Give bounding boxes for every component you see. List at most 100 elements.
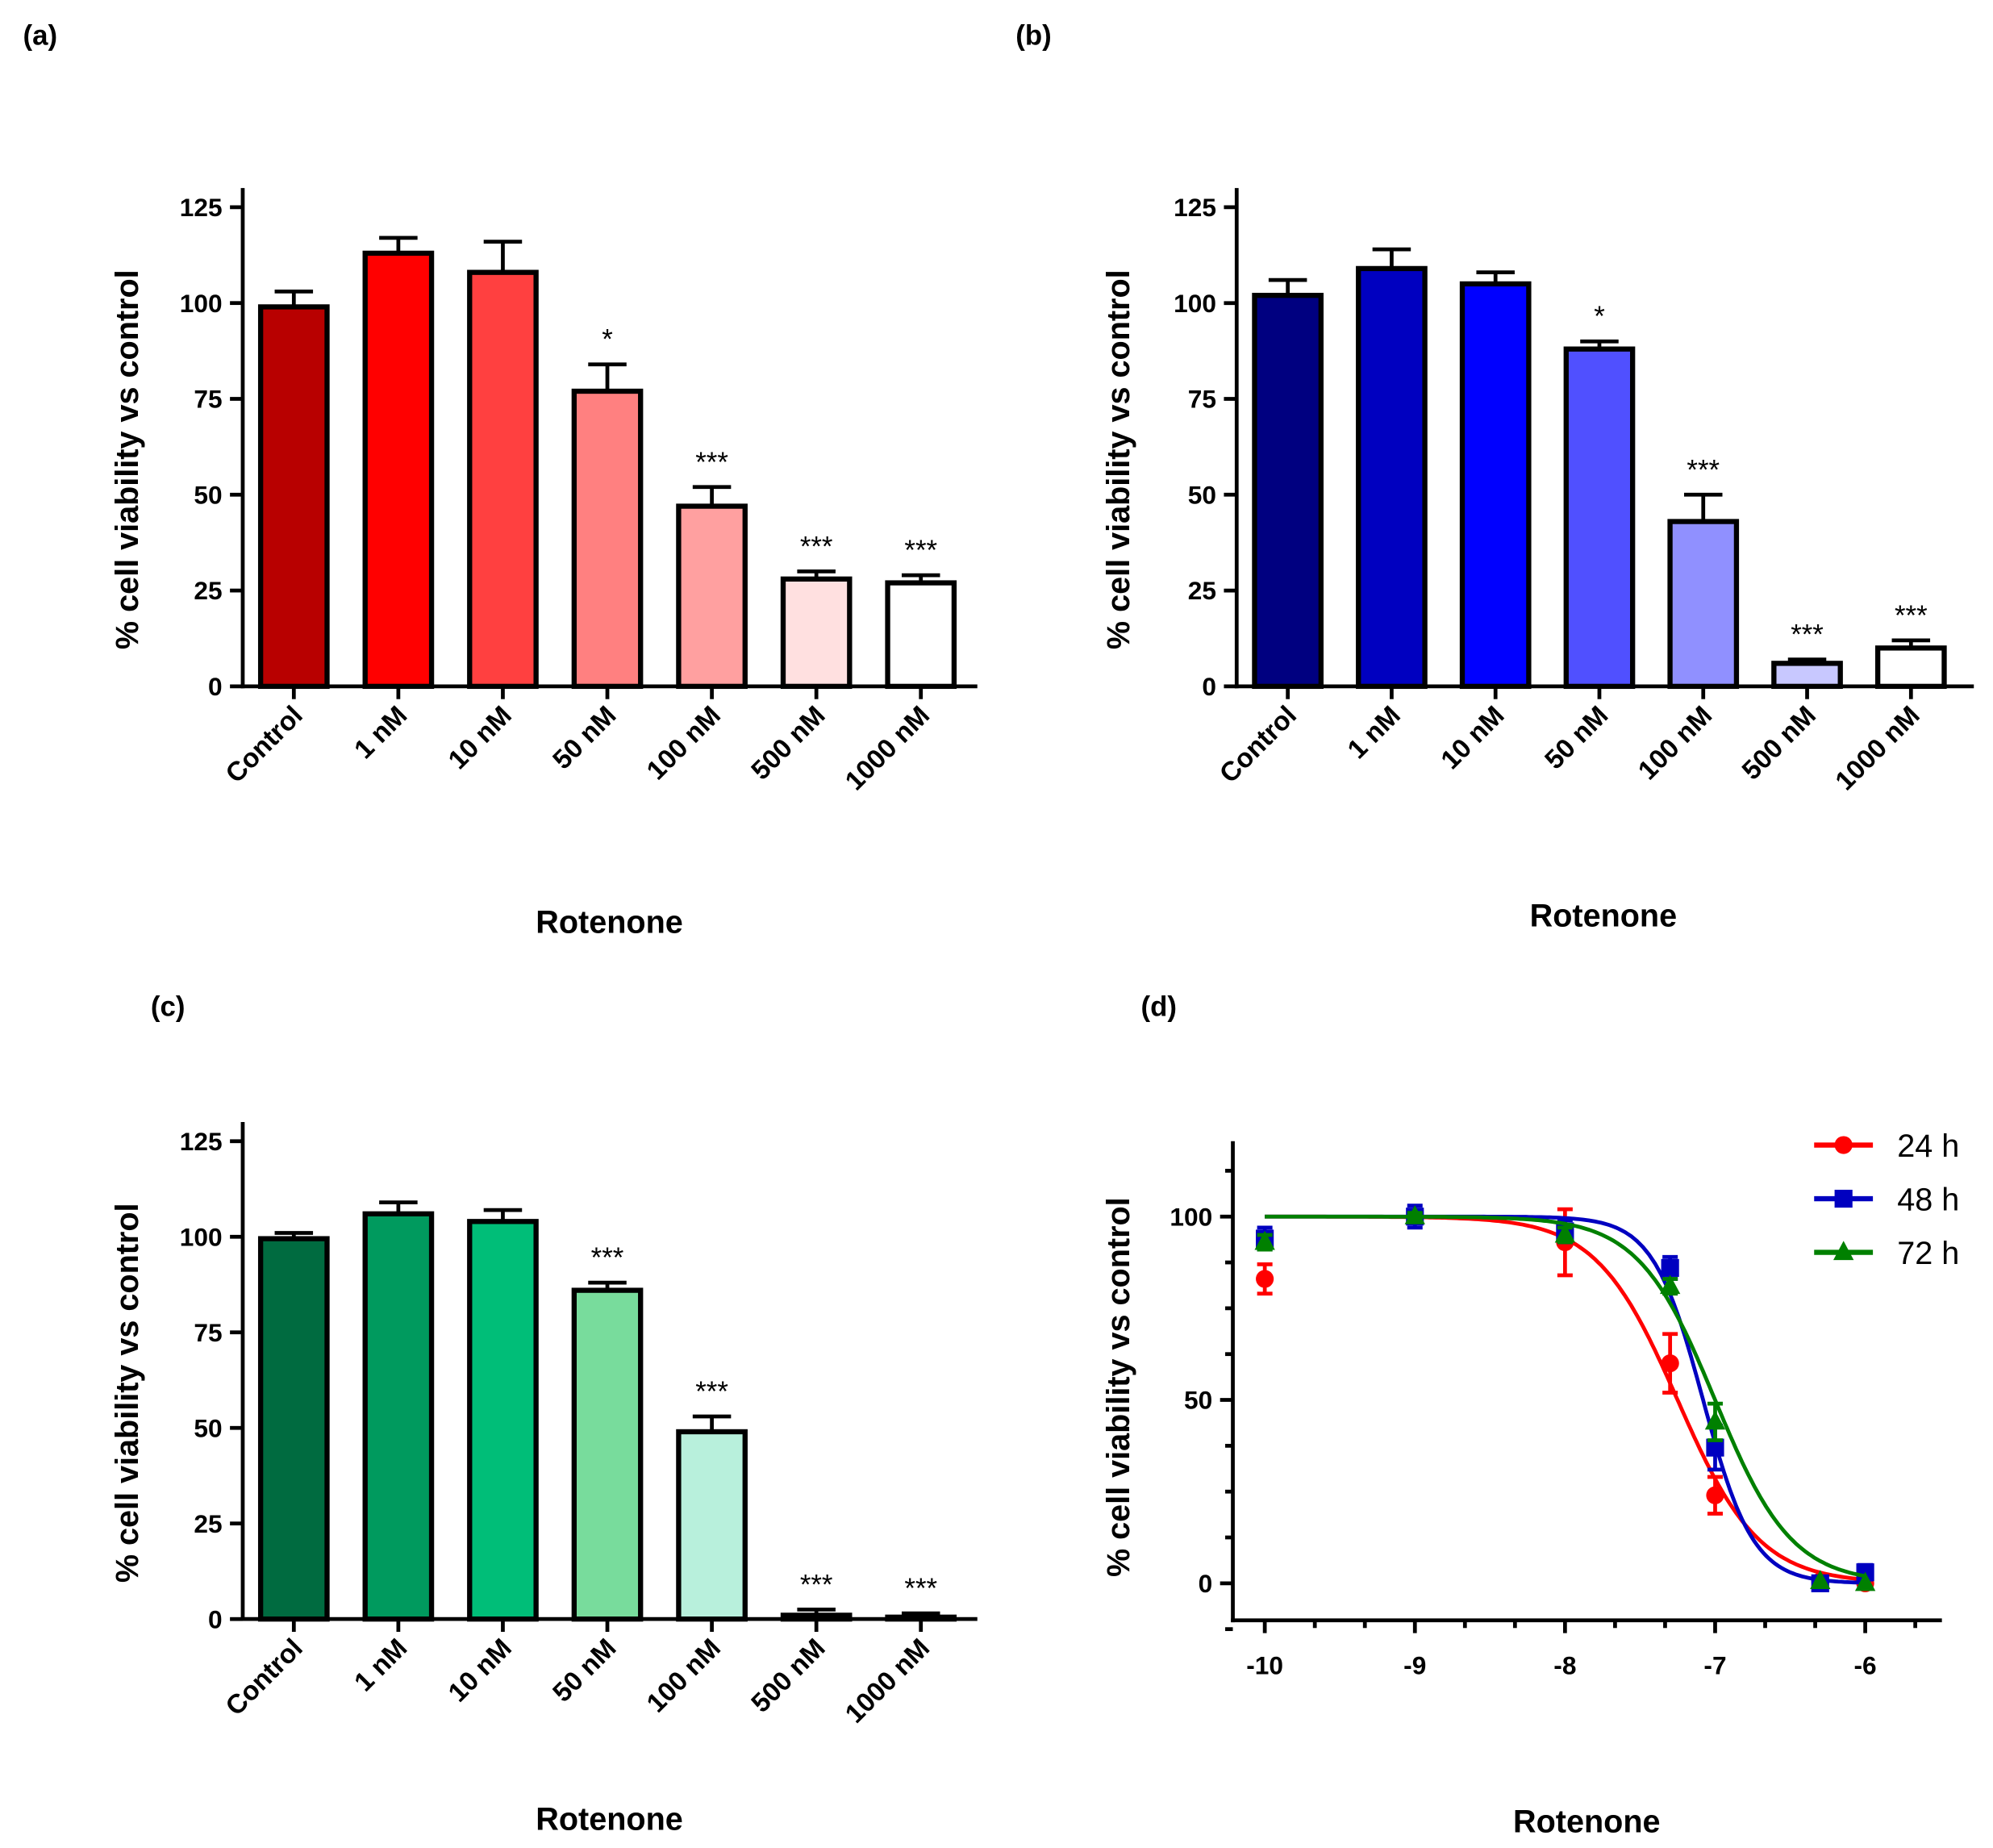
bar <box>362 250 435 690</box>
x-axis-label: Rotenone <box>1513 1804 1661 1840</box>
x-tick-label: -6 <box>1854 1650 1877 1679</box>
data-point <box>1254 1230 1275 1250</box>
significance-label: * <box>1594 301 1605 332</box>
significance-label: *** <box>800 1569 833 1600</box>
bar <box>1459 281 1532 690</box>
bar <box>780 576 853 690</box>
bar <box>1563 346 1636 690</box>
x-tick-label: 1 nM <box>348 1633 413 1698</box>
bar <box>467 1219 539 1622</box>
panel-label: (d) <box>1140 991 1176 1023</box>
bar-panel-c: (c) 0 25 50 75 100 125 % cell viability vs cont… <box>110 991 978 1838</box>
legend-label: 72 h <box>1897 1236 1959 1271</box>
x-tick-label: 50 nM <box>1540 700 1615 775</box>
x-tick-label: Control <box>220 700 309 789</box>
y-tick-label: 25 <box>194 576 222 605</box>
significance-label: *** <box>1791 619 1824 651</box>
x-tick-label: 500 nM <box>746 1633 832 1719</box>
x-tick-label: 1000 nM <box>840 700 936 796</box>
bar <box>257 1236 330 1622</box>
y-tick-label: 50 <box>1184 1386 1212 1415</box>
y-tick-label: 25 <box>194 1509 222 1538</box>
data-point <box>1854 1571 1876 1591</box>
data-point <box>1810 1570 1831 1590</box>
significance-label: *** <box>1687 454 1720 486</box>
panel-label: (c) <box>151 991 186 1023</box>
bar <box>780 1612 853 1622</box>
x-tick-label: 100 nM <box>641 1633 727 1719</box>
x-tick-label: 10 nM <box>1436 700 1511 775</box>
y-tick-label: 75 <box>1188 385 1216 414</box>
x-tick-label: 50 nM <box>548 1633 623 1708</box>
legend-marker <box>1834 1136 1853 1154</box>
y-tick-label: 0 <box>1202 672 1216 701</box>
significance-label: *** <box>591 1242 624 1274</box>
x-tick-label: Control <box>220 1633 309 1722</box>
y-axis-label: % cell viability vs control <box>110 269 145 649</box>
x-tick-label: 100 nM <box>1632 700 1718 786</box>
bar <box>676 503 748 690</box>
bar <box>1771 661 1843 690</box>
x-tick-label: 10 nM <box>443 700 518 775</box>
significance-label: *** <box>695 1376 728 1408</box>
legend-marker <box>1833 1241 1854 1261</box>
y-tick-label: 125 <box>1174 193 1216 222</box>
bar <box>257 304 330 690</box>
bar <box>1667 519 1740 690</box>
bar-panel-a: (a) 0 25 50 75 100 125 % cell viability vs cont… <box>23 20 978 941</box>
significance-label: *** <box>904 1573 937 1604</box>
x-axis-label: Rotenone <box>536 905 683 941</box>
y-axis-label: % cell viability vs control <box>110 1203 145 1583</box>
significance-label: * <box>602 324 613 356</box>
y-axis-label: % cell viability vs control <box>1101 1197 1136 1577</box>
significance-label: *** <box>904 535 937 566</box>
y-tick-label: 100 <box>180 1222 223 1251</box>
y-tick-label: 100 <box>1170 1202 1212 1231</box>
y-tick-label: 50 <box>194 480 222 509</box>
data-point <box>1661 1258 1679 1277</box>
x-tick-label: Control <box>1214 700 1303 789</box>
legend-marker <box>1834 1189 1853 1208</box>
x-tick-label: -9 <box>1403 1650 1426 1679</box>
bar <box>676 1429 748 1622</box>
y-tick-label: 0 <box>208 1604 223 1633</box>
y-tick-label: 0 <box>1199 1569 1213 1598</box>
data-point <box>1704 1410 1726 1430</box>
y-tick-label: 0 <box>208 672 223 701</box>
x-tick-label: 1 nM <box>1342 700 1407 765</box>
bar <box>885 580 957 690</box>
x-tick-label: 1000 nM <box>840 1633 936 1729</box>
x-tick-label: 500 nM <box>1737 700 1822 786</box>
legend-label: 48 h <box>1897 1182 1959 1217</box>
data-point <box>1659 1274 1681 1295</box>
panel-label: (a) <box>23 20 58 52</box>
dose-response-panel: (d) 0 50 100 -10 -9 -8 -7 -6 % cell viability vs … <box>1101 991 1959 1840</box>
y-tick-label: 75 <box>194 385 222 414</box>
y-tick-label: 75 <box>194 1318 222 1347</box>
bar <box>571 1287 644 1622</box>
y-axis-label: % cell viability vs control <box>1101 269 1136 649</box>
y-tick-label: 50 <box>194 1413 222 1442</box>
significance-label: *** <box>695 447 728 478</box>
data-point <box>1661 1354 1679 1373</box>
panel-label: (b) <box>1015 20 1051 52</box>
bar <box>571 388 644 690</box>
x-tick-label: 50 nM <box>548 700 623 775</box>
y-tick-label: 125 <box>180 193 223 222</box>
bar <box>467 269 539 690</box>
x-tick-label: 1 nM <box>348 700 413 765</box>
data-point <box>1706 1486 1724 1504</box>
y-tick-label: 125 <box>180 1127 223 1156</box>
bar <box>1356 265 1428 690</box>
data-point <box>1256 1270 1274 1288</box>
y-tick-label: 100 <box>180 289 223 318</box>
bar <box>1874 645 1947 690</box>
bar <box>362 1211 435 1622</box>
bar <box>1252 293 1324 690</box>
x-tick-label: -10 <box>1246 1650 1283 1679</box>
bar <box>885 1614 957 1622</box>
x-tick-label: 1000 nM <box>1830 700 1926 796</box>
data-point <box>1554 1223 1576 1243</box>
x-tick-label: -8 <box>1553 1650 1576 1679</box>
